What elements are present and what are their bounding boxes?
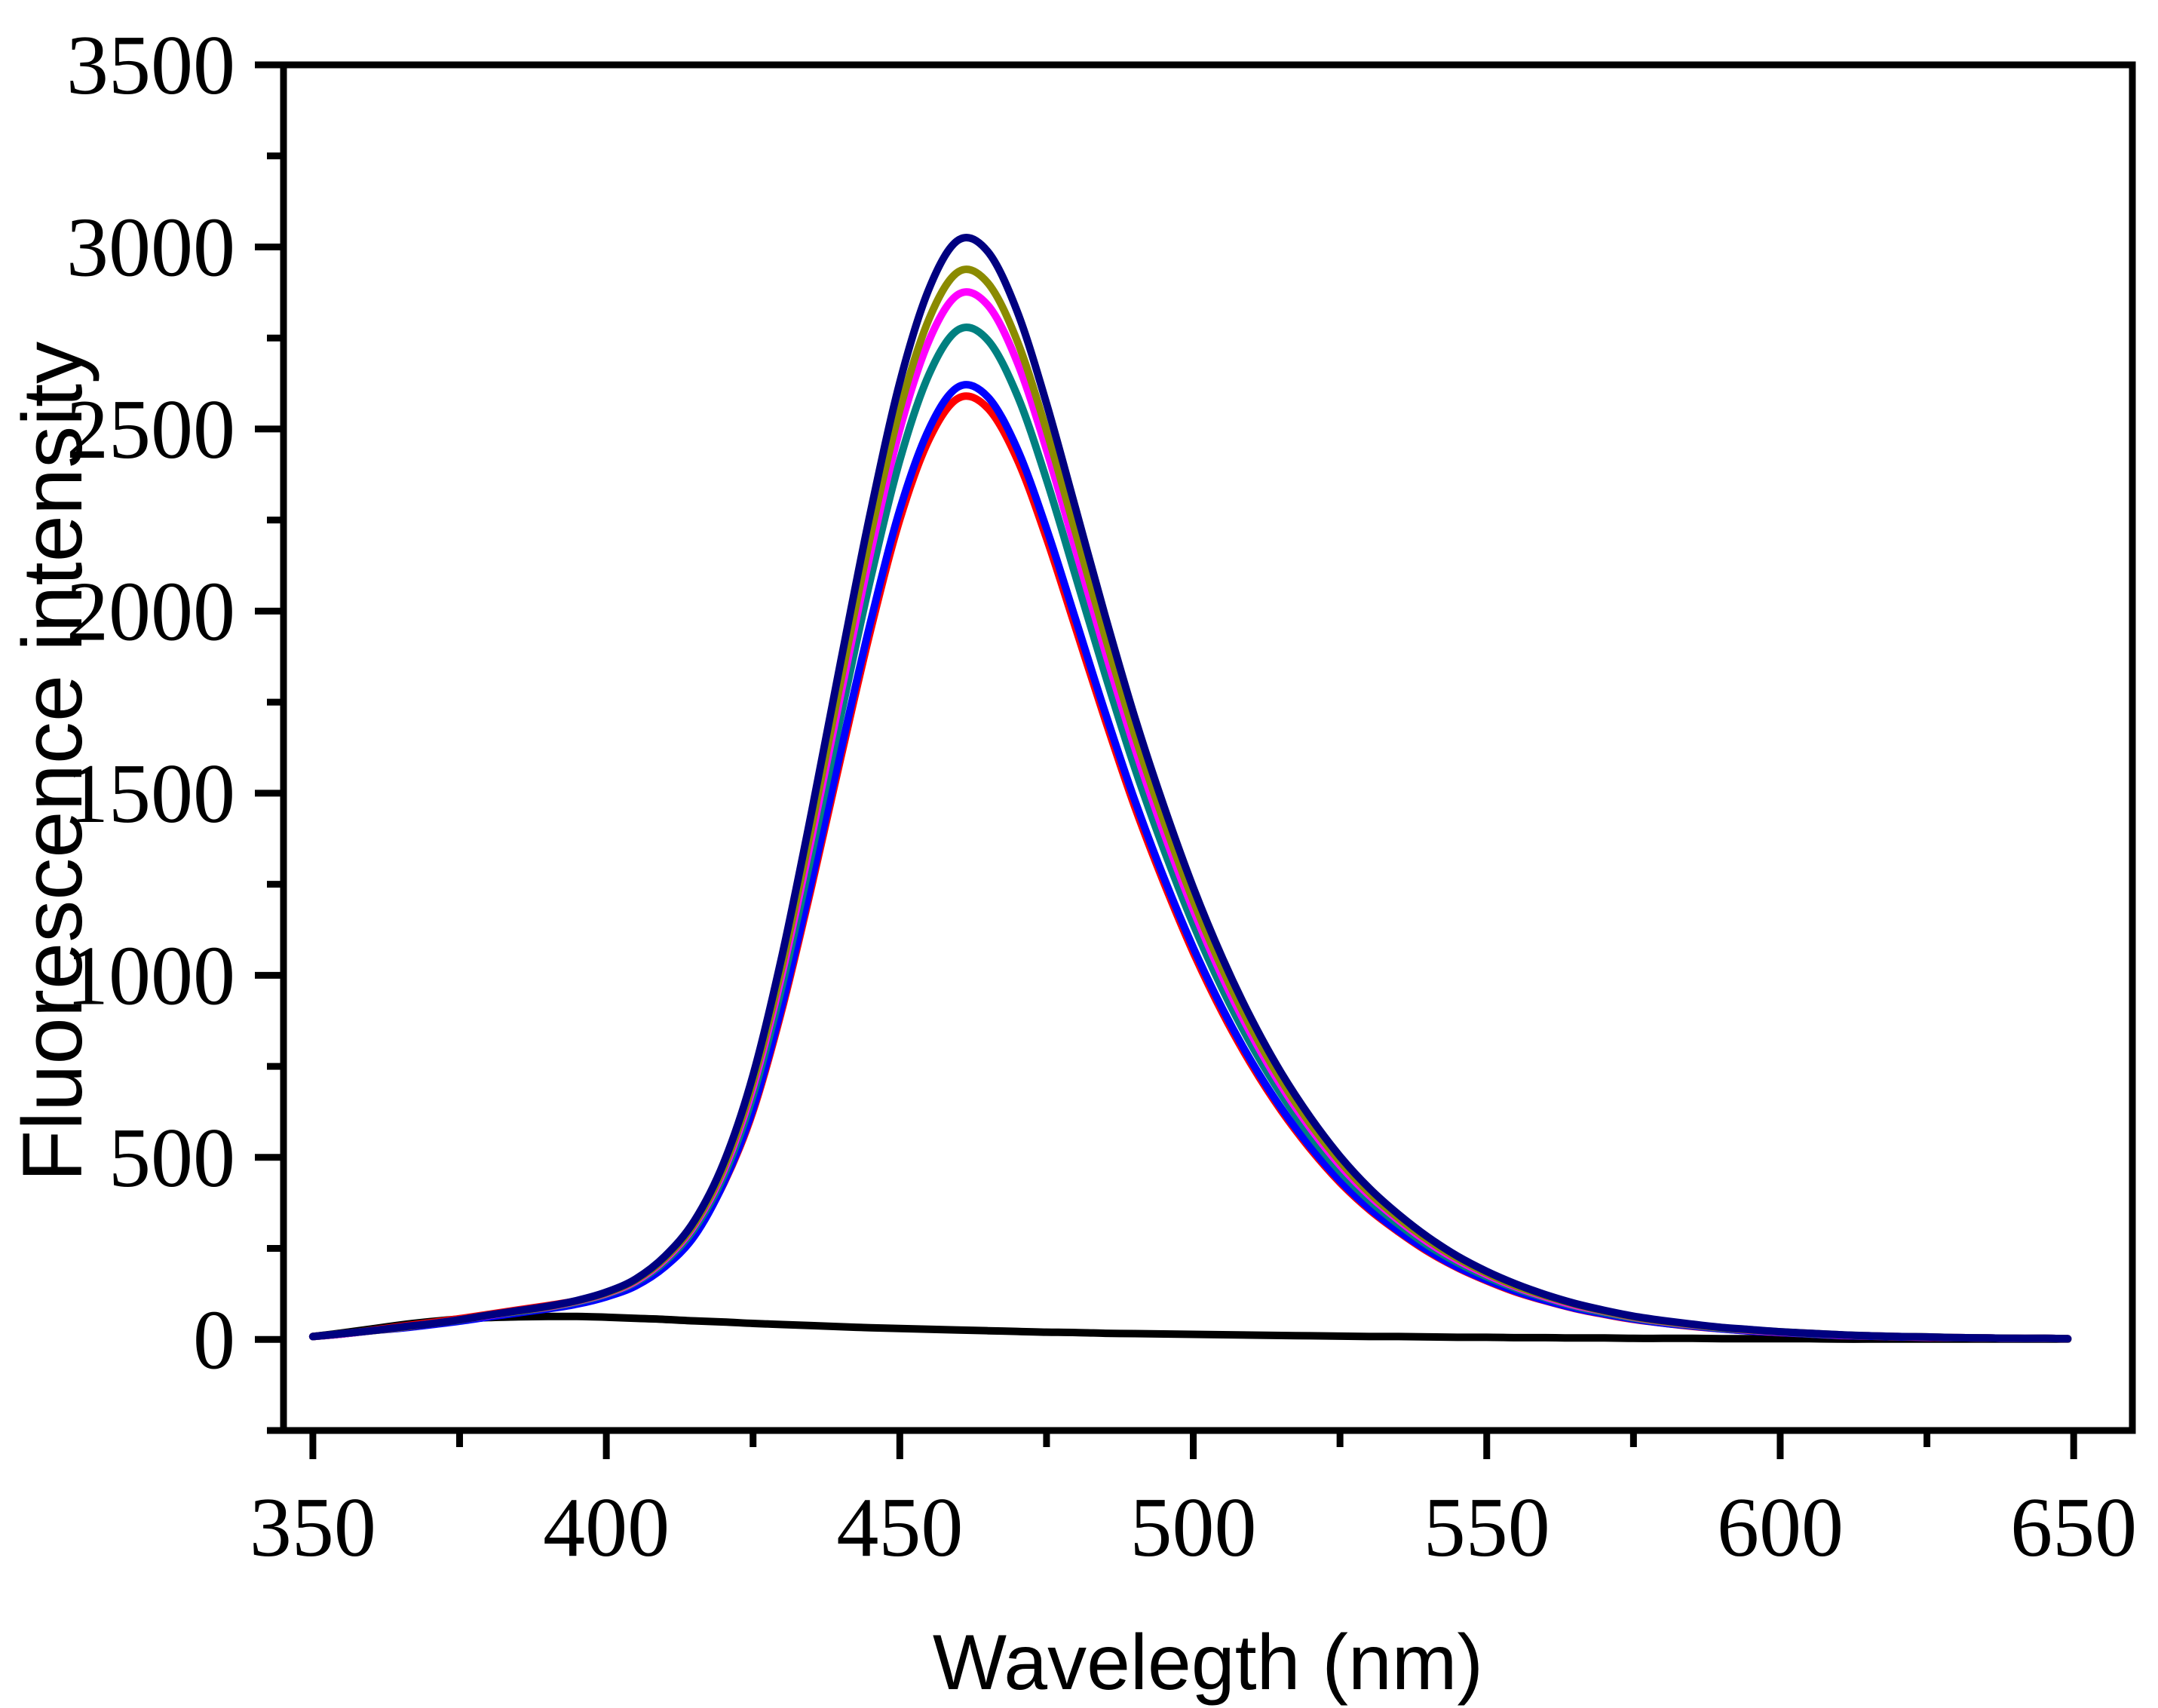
x-tick-label-500: 500 [1130,1481,1257,1575]
x-axis-title: Wavelegth (nm) [933,1619,1483,1706]
x-tick-label-400: 400 [543,1481,670,1575]
y-tick-label-500: 500 [109,1112,235,1205]
y-tick-label-2000: 2000 [66,565,235,658]
y-tick-label-2500: 2500 [66,383,235,477]
y-tick-label-1500: 1500 [66,747,235,841]
curve-black [308,1312,2072,1343]
plot-area: 350 400 450 500 550 600 650 0 500 1000 1500 2000 250… [66,19,2137,1575]
curve-dark-cyan [308,324,2072,1343]
x-tick-label-550: 550 [1424,1481,1550,1575]
y-tick-label-3500: 3500 [66,19,235,112]
y-tick-label-3000: 3000 [66,201,235,294]
curve-magenta [308,288,2072,1343]
x-tick-label-450: 450 [836,1481,963,1575]
x-tick-label-350: 350 [250,1481,376,1575]
y-tick-label-1000: 1000 [66,929,235,1023]
y-tick-label-0: 0 [193,1293,235,1387]
x-tick-label-650: 650 [2010,1481,2137,1575]
plot-frame [280,61,2136,1434]
curve-red [308,392,2072,1343]
y-axis-title: Fluorescence intensity [5,342,100,1182]
curve-dark-yellow [308,265,2072,1343]
x-tick-label-600: 600 [1717,1481,1844,1575]
curve-blue [308,381,2072,1343]
curve-navy [308,234,2072,1343]
